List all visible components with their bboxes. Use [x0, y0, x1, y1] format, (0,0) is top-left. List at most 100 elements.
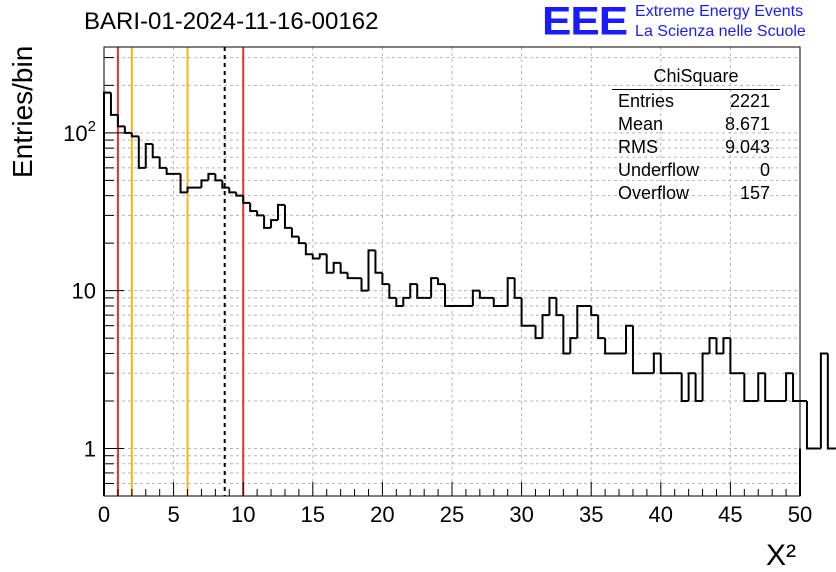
histogram-bin [437, 278, 446, 286]
histogram-bin [270, 219, 278, 228]
statistics-box: ChiSquare Entries 2221 Mean 8.671 RMS 9.… [612, 66, 780, 205]
histogram-bin [701, 352, 710, 401]
histogram-bin [388, 284, 397, 299]
stats-label: Underflow [618, 160, 700, 180]
x-axis-label: X² [766, 539, 796, 572]
stats-label: Entries [618, 91, 675, 111]
x-tick-label: 25 [440, 502, 464, 527]
histogram-bin [165, 167, 174, 175]
histogram-bins [103, 91, 836, 496]
stats-value: 8.671 [724, 114, 770, 134]
histogram-bin [764, 373, 773, 402]
stats-title: ChiSquare [612, 66, 780, 90]
x-tick-label: 35 [579, 502, 603, 527]
histogram-bin [277, 203, 285, 221]
eee-logo: EEE Extreme Energy Events La Scienza nel… [542, 2, 806, 46]
x-tick-label: 45 [718, 502, 742, 527]
histogram-bin [555, 297, 564, 317]
histogram-bin [186, 186, 195, 193]
x-tick-label: 15 [301, 502, 325, 527]
histogram-bin [207, 172, 216, 181]
x-tick-label: 0 [98, 502, 110, 527]
histogram-bin [242, 195, 251, 204]
histogram-bin [520, 297, 529, 327]
x-tick-label: 10 [231, 502, 255, 527]
histogram-bin [819, 352, 828, 449]
histogram-bin [325, 254, 334, 274]
histogram-bin [659, 353, 668, 375]
histogram-bin [757, 372, 766, 401]
histogram-bin [318, 253, 327, 259]
logo-mark: EEE [542, 0, 628, 44]
histogram-bin [221, 180, 230, 189]
logo-line2: La Scienza nelle Scuole [635, 23, 806, 40]
histogram-bin [151, 144, 160, 159]
histogram-bin [311, 254, 320, 260]
histogram-bin [569, 337, 578, 354]
histogram-bin [743, 373, 752, 402]
histogram-bin [785, 372, 794, 401]
x-tick-label: 40 [649, 502, 673, 527]
logo-text: Extreme Energy Events La Scienza nelle S… [635, 2, 806, 42]
histogram-bin [290, 227, 299, 238]
histogram-bin [478, 290, 487, 299]
histogram-bin [137, 136, 146, 169]
stats-row-underflow: Underflow 0 [612, 159, 780, 182]
stats-row-entries: Entries 2221 [612, 90, 780, 113]
histogram-bin [144, 143, 153, 168]
histogram-bin [576, 304, 585, 339]
histogram-bin [471, 289, 480, 306]
histogram-bin [513, 278, 522, 299]
histogram-bin [116, 114, 125, 128]
stats-row-overflow: Overflow 157 [612, 182, 780, 205]
x-tick-label: 30 [509, 502, 533, 527]
axis-tick-labels: 0 5 10 15 20 25 30 35 40 45 50 1 10 102 [63, 118, 812, 527]
histogram-bin [339, 262, 348, 274]
histogram-bin [228, 187, 237, 194]
histogram-bin [506, 277, 515, 306]
stats-row-mean: Mean 8.671 [612, 113, 780, 136]
histogram-bin [652, 352, 661, 374]
histogram-bin [360, 278, 369, 292]
chart-title: BARI-01-2024-11-16-00162 [84, 8, 379, 35]
histogram-bin [214, 173, 223, 182]
stats-value: 0 [759, 160, 770, 180]
histogram-bin [179, 173, 188, 194]
histogram-bin [826, 353, 835, 450]
histogram-bin [631, 325, 640, 375]
histogram-bin [123, 126, 132, 134]
logo-line1: Extreme Energy Events [635, 3, 804, 20]
histogram-bin [430, 277, 439, 298]
histogram-bin [249, 202, 258, 212]
stats-label: Overflow [618, 183, 690, 203]
y-axis-label: Entries/bin [7, 46, 38, 178]
histogram-bin [625, 324, 633, 354]
histogram-bin [235, 192, 244, 197]
x-tick-label: 5 [167, 502, 179, 527]
histogram-bin [729, 338, 738, 375]
axis-ticks [103, 57, 801, 497]
y-tick-label: 102 [63, 118, 96, 146]
x-tick-label: 50 [788, 502, 812, 527]
stats-label: RMS [618, 137, 658, 157]
histogram-bin [548, 296, 557, 316]
stats-row-rms: RMS 9.043 [612, 136, 780, 159]
histogram-bin [715, 338, 724, 355]
histogram-bin [200, 179, 209, 188]
histogram-bin [694, 373, 703, 402]
histogram-bin [256, 210, 265, 217]
histogram-bin [604, 338, 613, 355]
histogram-bin [541, 314, 550, 339]
histogram-bin [395, 297, 404, 307]
stats-value: 157 [739, 183, 770, 203]
histogram-bin [597, 315, 606, 340]
histogram-bin [346, 272, 355, 280]
stats-label: Mean [618, 114, 664, 134]
histogram-bin [534, 325, 543, 340]
stats-value: 2221 [729, 91, 770, 111]
histogram-bin [304, 243, 313, 256]
histogram-bin [444, 284, 452, 307]
y-tick-label: 10 [72, 279, 96, 304]
histogram-bin [708, 337, 717, 354]
